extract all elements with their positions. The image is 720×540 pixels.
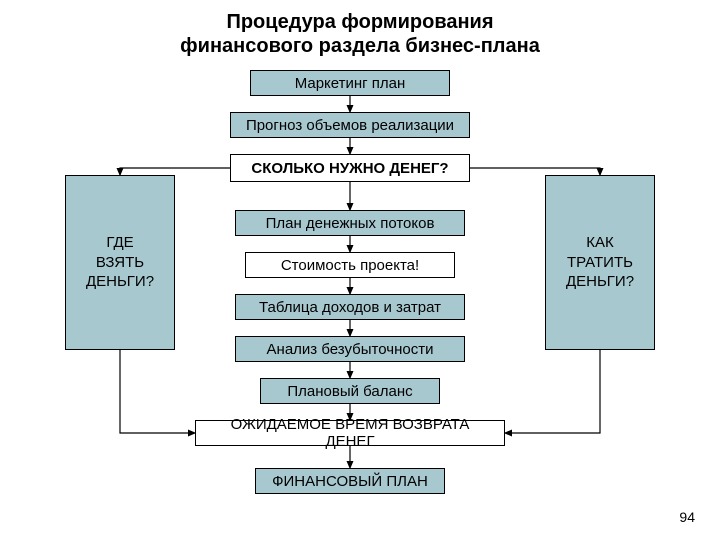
node-n3: СКОЛЬКО НУЖНО ДЕНЕГ? <box>230 154 470 182</box>
node-n6: Таблица доходов и затрат <box>235 294 465 320</box>
node-n9: ОЖИДАЕМОЕ ВРЕМЯ ВОЗВРАТА ДЕНЕГ <box>195 420 505 446</box>
node-n7: Анализ безубыточности <box>235 336 465 362</box>
node-left: ГДЕВЗЯТЬДЕНЬГИ? <box>65 175 175 350</box>
node-n1: Маркетинг план <box>250 70 450 96</box>
node-n8: Плановый баланс <box>260 378 440 404</box>
node-n2: Прогноз объемов реализации <box>230 112 470 138</box>
title-line-1: Процедура формирования <box>226 11 493 33</box>
diagram-title: Процедура формирования финансового разде… <box>0 10 720 58</box>
node-n5: Стоимость проекта! <box>245 252 455 278</box>
node-n10: ФИНАНСОВЫЙ ПЛАН <box>255 468 445 494</box>
page-number: 94 <box>679 509 695 525</box>
node-n4: План денежных потоков <box>235 210 465 236</box>
title-line-2: финансового раздела бизнес-плана <box>180 35 540 57</box>
node-right: КАКТРАТИТЬДЕНЬГИ? <box>545 175 655 350</box>
